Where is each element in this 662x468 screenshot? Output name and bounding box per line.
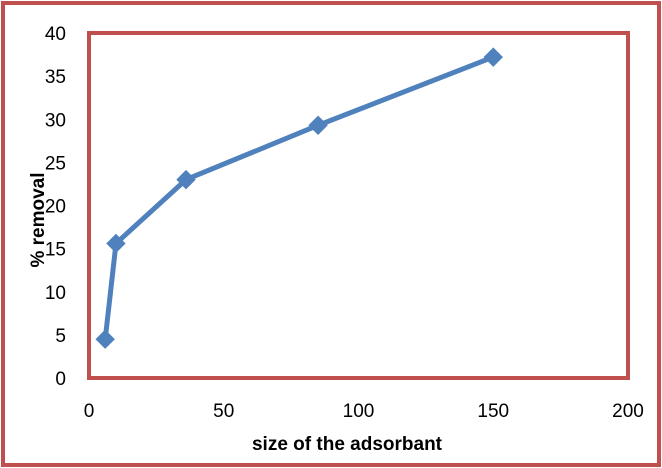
x-tick-label: 50 <box>213 401 234 422</box>
data-point-marker <box>176 169 196 190</box>
y-tick-label: 20 <box>45 197 66 218</box>
y-axis-title: % removal <box>28 172 49 267</box>
y-tick-label: 15 <box>45 240 66 261</box>
y-tick-label: 30 <box>45 110 66 131</box>
y-tick-label: 5 <box>55 326 66 347</box>
x-tick-label: 150 <box>477 401 509 422</box>
x-axis-title: size of the adsorbant <box>252 434 443 455</box>
x-tick-label: 0 <box>84 401 95 422</box>
series <box>95 47 503 349</box>
plot-area <box>87 31 630 380</box>
x-tick-label: 200 <box>612 401 644 422</box>
x-tick-label: 100 <box>343 401 375 422</box>
data-point-marker <box>308 115 328 135</box>
y-axis: 0 5 10 15 20 25 30 35 40 <box>45 24 66 390</box>
y-tick-label: 35 <box>45 67 66 88</box>
data-point-marker <box>95 329 115 349</box>
y-tick-label: 25 <box>45 153 66 174</box>
data-point-marker <box>483 47 503 67</box>
y-tick-label: 0 <box>55 369 66 390</box>
x-axis: 0 50 100 150 200 <box>84 401 644 422</box>
y-tick-label: 40 <box>45 24 66 45</box>
y-tick-label: 10 <box>45 283 66 304</box>
data-point-marker <box>106 233 126 254</box>
